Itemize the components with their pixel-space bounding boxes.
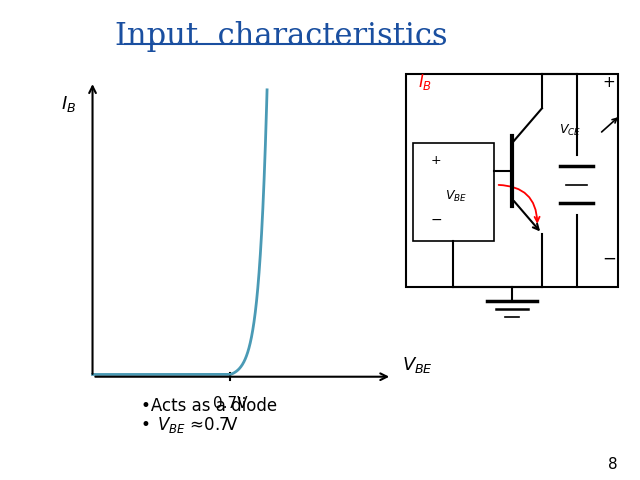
Text: $V_{BE}$ ≈0.7V: $V_{BE}$ ≈0.7V: [157, 415, 239, 435]
Text: $V_{BE}$: $V_{BE}$: [401, 356, 433, 375]
Text: $V_{CE}$: $V_{CE}$: [559, 123, 580, 138]
Bar: [406, 73, 618, 287]
Text: Input  characteristics: Input characteristics: [115, 21, 448, 51]
Text: $I_B$: $I_B$: [417, 72, 432, 93]
FancyArrowPatch shape: [499, 185, 540, 222]
Text: −: −: [602, 250, 616, 268]
Text: 8: 8: [608, 457, 618, 472]
Text: −: −: [430, 213, 442, 228]
Text: 0.7V: 0.7V: [213, 396, 248, 411]
Bar: [413, 143, 493, 240]
Text: $V_{BE}$: $V_{BE}$: [445, 189, 467, 204]
Text: •: •: [141, 416, 150, 434]
Text: •Acts as a diode: •Acts as a diode: [141, 396, 277, 415]
Text: $I_B$: $I_B$: [61, 94, 76, 114]
Text: +: +: [431, 154, 442, 167]
Text: +: +: [602, 75, 615, 90]
